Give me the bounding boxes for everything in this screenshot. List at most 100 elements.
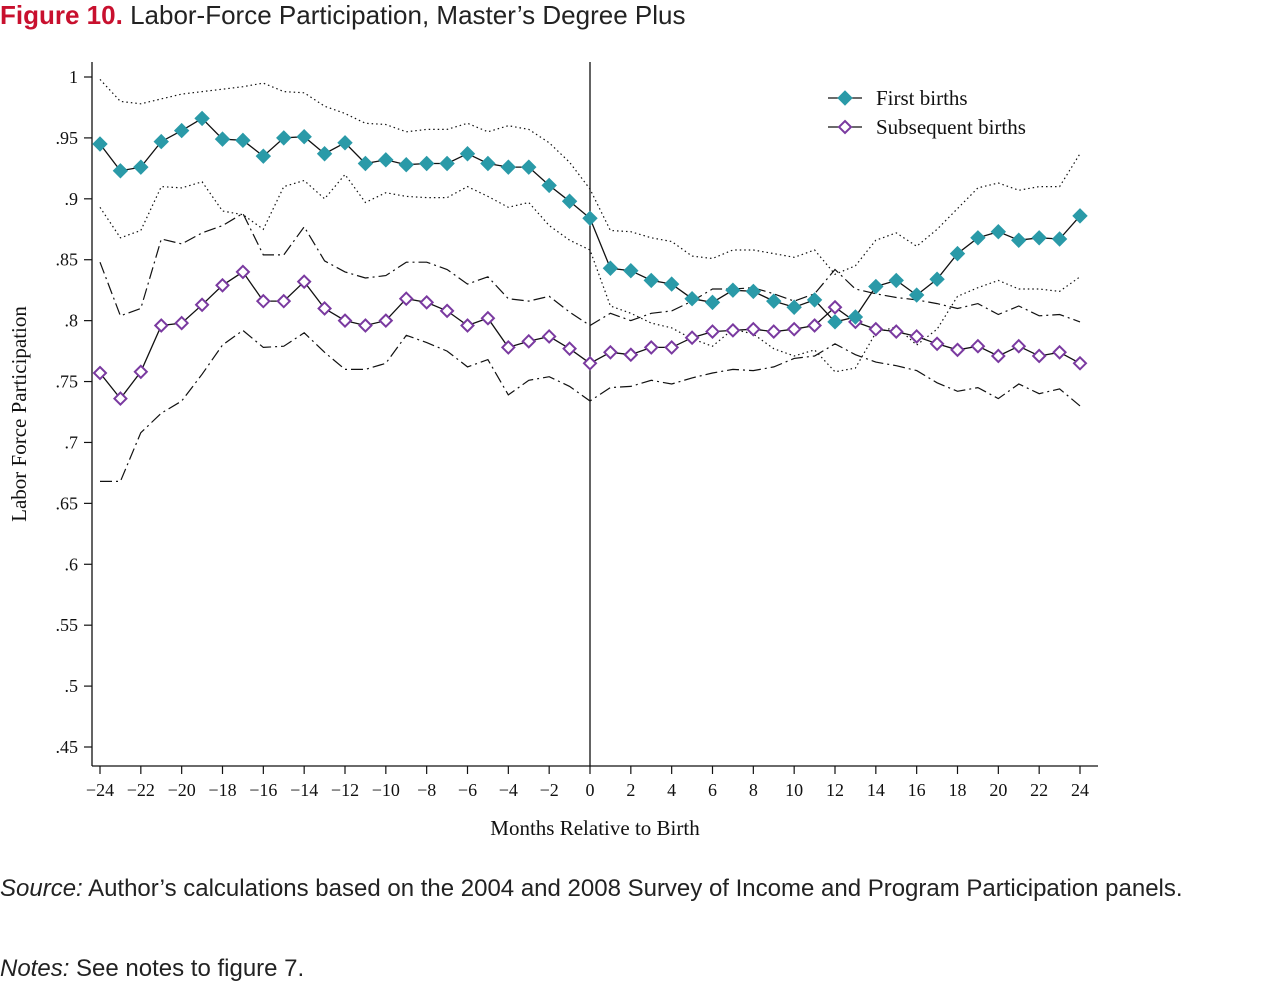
subsequent-births-point xyxy=(827,299,843,315)
subsequent-births-point xyxy=(684,330,700,346)
first-births-point xyxy=(276,130,292,146)
first-births-point xyxy=(214,131,231,147)
subsequent-births-point xyxy=(909,329,925,344)
subsequent-births-point xyxy=(255,293,271,309)
first-births-point xyxy=(418,155,435,172)
subsequent-births-point xyxy=(643,340,659,355)
y-tick-label: .75 xyxy=(56,372,79,392)
subsequent-births-point xyxy=(766,324,782,340)
subsequent-births-point xyxy=(603,344,618,360)
legend-label: First births xyxy=(876,86,968,110)
subsequent-births-point xyxy=(133,364,149,380)
first-births-point xyxy=(684,291,700,307)
first-births-point xyxy=(255,148,272,164)
first-births-point xyxy=(1051,231,1068,247)
subsequent-births-point xyxy=(174,315,190,331)
y-tick-label: .7 xyxy=(65,432,79,452)
first-births-point xyxy=(194,110,210,127)
subsequent-births-point xyxy=(337,313,353,329)
first-births-point xyxy=(500,159,517,175)
first-births-point xyxy=(1031,230,1047,246)
first-births-point xyxy=(582,210,598,227)
subsequent-births-point xyxy=(929,336,945,352)
subsequent-births-point xyxy=(296,274,312,290)
subsequent-births-point xyxy=(113,391,128,407)
subsequent-births-point xyxy=(194,297,210,313)
subsequent-births-point xyxy=(786,321,802,337)
x-tick-label: −10 xyxy=(372,780,400,800)
first-births-point xyxy=(480,155,496,172)
y-tick-label: .95 xyxy=(56,128,79,148)
first-births-point xyxy=(541,177,557,194)
subsequent-births-point xyxy=(235,264,251,280)
first-births-point xyxy=(296,128,312,145)
y-tick-label: .85 xyxy=(56,250,79,270)
first-births-point xyxy=(847,309,864,325)
first-births-point xyxy=(806,292,823,308)
first-births-point xyxy=(378,152,394,168)
first-births-point xyxy=(459,146,476,162)
x-tick-label: 0 xyxy=(586,780,595,800)
legend: First births Subsequent births xyxy=(828,86,1026,139)
x-tick-label: −16 xyxy=(249,780,277,800)
first-births-point xyxy=(521,159,537,175)
first-births-point xyxy=(827,314,843,330)
y-axis-title: Labor Force Participation xyxy=(7,306,31,522)
x-tick-label: 22 xyxy=(1030,780,1048,800)
subsequent-births-point xyxy=(358,318,373,333)
x-tick-label: 24 xyxy=(1071,780,1089,800)
first-births-point xyxy=(153,133,169,150)
x-tick-label: 6 xyxy=(708,780,717,800)
subsequent-births-point xyxy=(888,324,904,340)
x-tick-label: −6 xyxy=(458,780,477,800)
x-tick-label: 2 xyxy=(626,780,635,800)
subsequent-births-point xyxy=(439,303,455,319)
y-tick-label: 1 xyxy=(69,67,78,87)
first-births-point xyxy=(1011,232,1027,248)
subsequent-births-point xyxy=(1052,344,1067,360)
subsequent-births-point xyxy=(970,338,986,354)
first-births-point xyxy=(398,157,414,173)
y-tick-label: .9 xyxy=(65,189,79,209)
subsequent-births-point xyxy=(460,318,475,333)
subsequent-births-point xyxy=(582,355,598,371)
y-tick-label: .65 xyxy=(56,493,79,513)
subsequent-births-point xyxy=(1011,338,1027,354)
notes-note: Notes: See notes to figure 7. xyxy=(0,950,1280,988)
legend-marker-first-births xyxy=(837,90,853,106)
subsequent-births-point xyxy=(990,348,1006,364)
first-births-point xyxy=(92,136,108,152)
first-births-point xyxy=(949,245,966,262)
x-tick-label: 8 xyxy=(749,780,758,800)
first-births-point xyxy=(602,260,619,276)
subsequent-births-point xyxy=(480,310,496,326)
subsequent-births-point xyxy=(562,341,577,357)
x-tick-label: −12 xyxy=(331,780,359,800)
first-births-point xyxy=(439,155,455,172)
legend-label: Subsequent births xyxy=(876,115,1026,139)
first-births-point xyxy=(316,146,333,162)
x-tick-label: 16 xyxy=(908,780,926,800)
first-births-point xyxy=(745,283,762,300)
subsequent-births-point xyxy=(215,277,230,293)
x-tick-label: −24 xyxy=(86,780,114,800)
subsequent-births-point xyxy=(153,318,169,333)
y-tick-label: .45 xyxy=(56,737,79,757)
first-births-point xyxy=(133,159,149,175)
source-note: Source: Author’s calculations based on t… xyxy=(0,870,1280,908)
subsequent-births-point xyxy=(807,318,822,333)
x-tick-label: 18 xyxy=(949,780,967,800)
x-tick-label: 10 xyxy=(785,780,803,800)
first-births-upper-ci xyxy=(99,78,1081,276)
x-tick-label: −22 xyxy=(127,780,155,800)
subsequent-births-point xyxy=(419,294,435,310)
axes: .45.5.55.6.65.7.75.8.85.9.951−24 −22 −20 −1… xyxy=(7,62,1098,840)
first-births-point xyxy=(990,224,1007,240)
first-births-point xyxy=(725,282,741,298)
source-text: Author’s calculations based on the 2004 … xyxy=(82,875,1183,902)
x-tick-label: 4 xyxy=(667,780,676,800)
subsequent-births-point xyxy=(521,333,537,349)
x-tick-label: −14 xyxy=(290,780,318,800)
subsequent-births-point xyxy=(623,347,639,363)
y-tick-label: .8 xyxy=(65,311,79,331)
